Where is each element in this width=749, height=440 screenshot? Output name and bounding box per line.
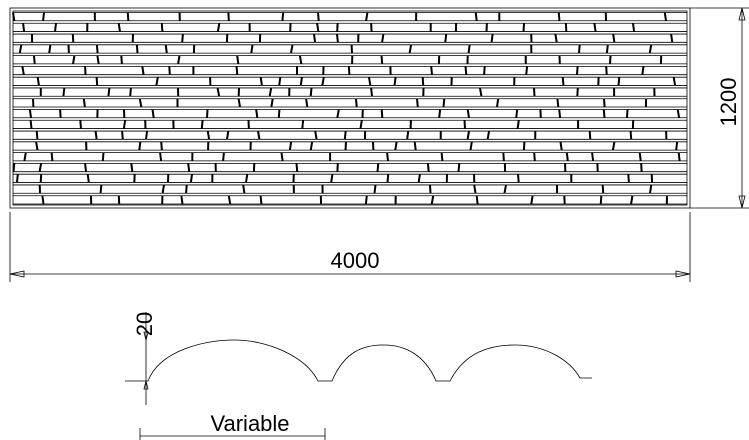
panel-inner <box>12 10 688 206</box>
depth-label: 20 <box>132 312 157 336</box>
profile-section: 20 Variable <box>125 312 592 440</box>
brick-panel <box>9 7 691 209</box>
height-dimension: 1200 <box>690 7 749 209</box>
profile-curve <box>125 339 592 382</box>
width-dimension: 4000 <box>9 212 691 282</box>
spacing-label: Variable <box>210 411 289 436</box>
arrowheads <box>738 7 746 209</box>
arrowheads <box>143 331 149 390</box>
course-lines <box>13 12 687 205</box>
arrowheads <box>9 270 691 278</box>
width-label: 4000 <box>331 248 380 273</box>
height-label: 1200 <box>716 78 741 127</box>
panel-outline <box>9 7 691 209</box>
brick-joints <box>12 12 681 205</box>
